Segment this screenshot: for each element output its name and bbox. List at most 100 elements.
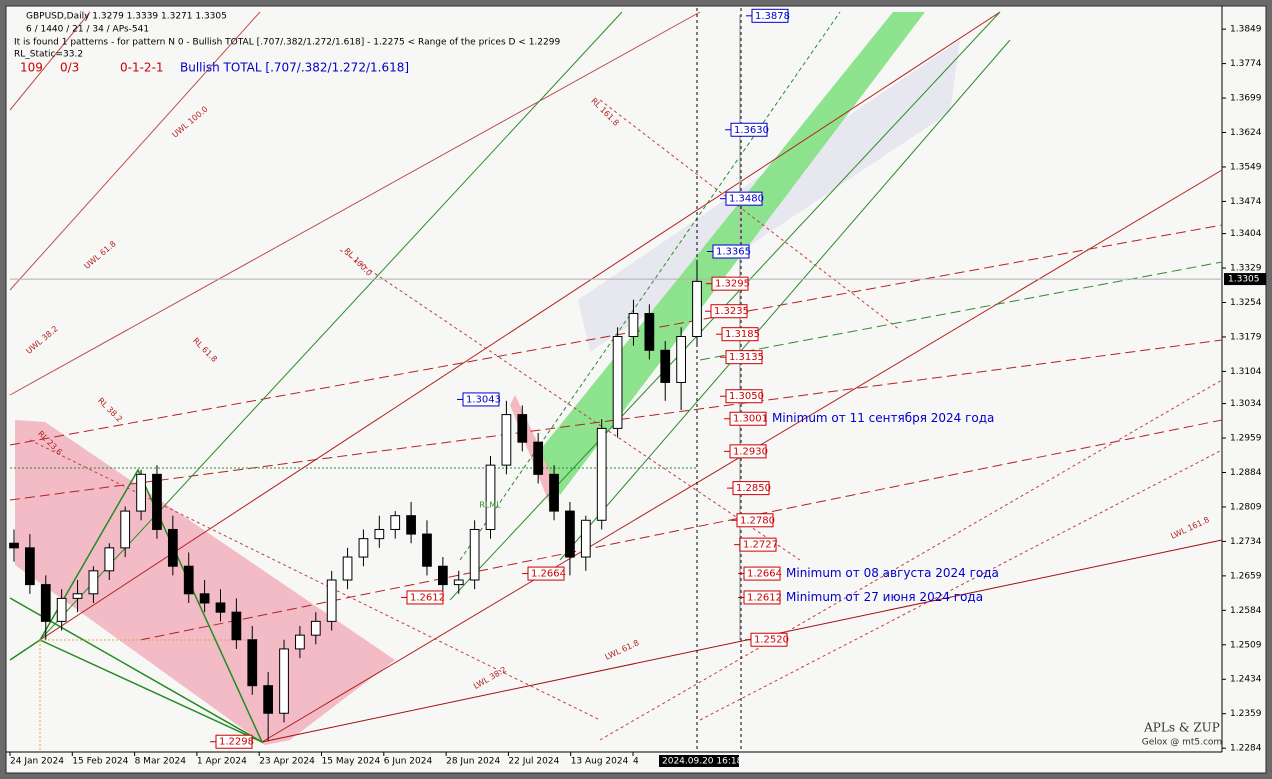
candle-body (485, 464, 496, 530)
y-tick-label: 1.2659 (1230, 571, 1262, 581)
level-label: 1.2612 (410, 592, 445, 603)
level-label: 1.3295 (715, 279, 750, 290)
level-box (729, 444, 767, 459)
level-label: 1.3630 (734, 125, 769, 136)
y-tick-label: 1.2284 (1230, 744, 1262, 754)
candle-body (565, 510, 575, 558)
cursor-time: 2024.09.20 16:18 (662, 757, 743, 767)
candle-body (9, 542, 19, 549)
level-label: 1.3001 (733, 414, 768, 425)
x-tick-label: 4 (633, 757, 639, 767)
level-box (732, 481, 770, 496)
y-tick-label: 1.3254 (1230, 298, 1262, 308)
candle-body (437, 565, 448, 586)
pattern (9, 468, 264, 744)
y-tick-label: 1.3699 (1230, 94, 1262, 104)
red-dotted (29, 439, 601, 721)
candle-body (501, 414, 512, 466)
red-dotted (699, 449, 1223, 721)
info-line: It is found 1 patterns - for pattern N 0… (14, 38, 560, 48)
y-tick-label: 1.3404 (1230, 229, 1262, 239)
level-note: Minimum от 11 сентября 2024 года (772, 411, 994, 425)
red-line (9, 11, 261, 291)
last-price-box (1224, 273, 1266, 286)
red-line (261, 539, 1223, 743)
candle-body (310, 620, 321, 636)
level-box (729, 411, 767, 426)
level-label: 1.2298 (219, 737, 254, 748)
y-tick-label: 1.2584 (1230, 606, 1262, 616)
candle-body (295, 634, 305, 650)
candle-body (596, 427, 607, 521)
level-box (406, 590, 444, 605)
level-box (711, 276, 749, 291)
y-tick-label: 1.3849 (1230, 25, 1262, 35)
candle-body (136, 473, 146, 512)
level-label: 1.3235 (714, 306, 749, 317)
red-dashed (9, 339, 1223, 501)
candle-body (88, 570, 99, 595)
candle-body (692, 280, 702, 338)
candle-body (279, 648, 289, 714)
level-label: 1.2850 (736, 483, 771, 494)
x-tick-label: 28 Jun 2024 (446, 757, 500, 767)
level-label: 1.3185 (725, 329, 760, 340)
green-dashed (459, 11, 841, 561)
y-tick-label: 1.3774 (1230, 59, 1262, 69)
candle-body (263, 685, 274, 714)
candle-body (422, 533, 432, 567)
level-label: 1.2930 (733, 446, 768, 457)
level-note: Minimum от 08 августа 2024 года (786, 566, 999, 580)
green-line (559, 39, 1011, 561)
x-tick-label: 24 Jan 2024 (10, 757, 64, 767)
candle-body (612, 336, 623, 429)
x-tick-label: 13 Aug 2024 (571, 757, 629, 767)
candle-body (660, 349, 671, 383)
level-label: 1.3878 (755, 11, 790, 22)
level-label: 1.2664 (531, 569, 566, 580)
candle-body (104, 547, 115, 572)
x-tick-label: 1 Apr 2024 (197, 757, 247, 767)
red-line (9, 11, 701, 396)
fib-label: RLML (479, 501, 501, 510)
y-tick-label: 1.2959 (1230, 434, 1262, 444)
candle-body (453, 579, 464, 586)
y-tick-label: 1.3104 (1230, 367, 1262, 377)
info-line: RL_Static=33.2 (14, 50, 83, 60)
candle-body (199, 593, 210, 604)
header: GBPUSD,Daily 1.3279 1.3339 1.3271 1.3305 (26, 12, 227, 22)
level-box (712, 244, 750, 259)
level-box (725, 191, 763, 206)
level-box (730, 122, 768, 137)
level-box (750, 632, 788, 647)
candle-body (533, 441, 544, 475)
y-tick-label: 1.2509 (1230, 640, 1262, 650)
level-box (739, 537, 777, 552)
level-label: 1.2520 (754, 635, 789, 646)
level-box (462, 392, 500, 407)
candle-body (580, 519, 591, 558)
candle-body (676, 336, 686, 383)
green-line (39, 11, 623, 641)
x-tick-label: 15 May 2024 (322, 757, 381, 767)
red-dashed (139, 419, 1223, 641)
candle-body (374, 528, 385, 540)
level-label: 1.2664 (747, 569, 782, 580)
candle-body (231, 611, 242, 641)
red-line (9, 11, 91, 111)
level-box (751, 8, 789, 23)
y-tick-label: 1.2884 (1230, 468, 1262, 478)
status: Bullish TOTAL [.707/.382/1.272/1.618] (180, 61, 409, 75)
y-tick-label: 1.3624 (1230, 128, 1262, 138)
candle-body (628, 313, 639, 338)
level-label: 1.2780 (740, 515, 775, 526)
y-tick-label: 1.2359 (1230, 709, 1262, 719)
x-tick-label: 23 Apr 2024 (259, 757, 315, 767)
level-label: 1.3135 (729, 352, 764, 363)
candle-body (167, 528, 178, 567)
candle-body (247, 639, 258, 687)
status: 0-1-2-1 (120, 61, 164, 75)
y-tick-label: 1.2809 (1230, 502, 1262, 512)
candle-body (25, 547, 35, 586)
